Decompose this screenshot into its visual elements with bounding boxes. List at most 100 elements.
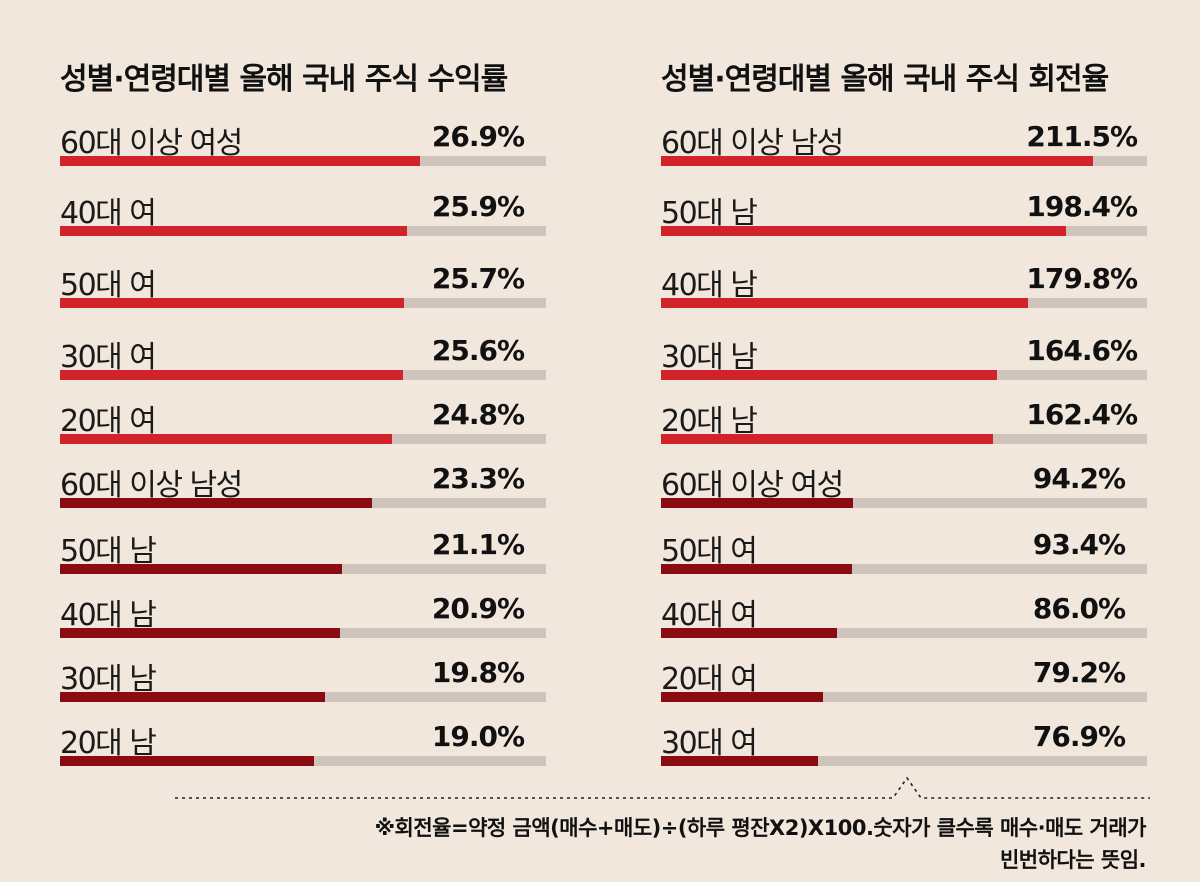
bar-label: 20대 여 — [60, 404, 157, 439]
bar-track — [661, 564, 1147, 574]
bar-row: 30대 여 25.6% — [60, 332, 546, 392]
bar — [661, 692, 823, 702]
bar-row: 20대 여 79.2% — [661, 654, 1147, 714]
bar-label: 60대 이상 여성 — [661, 468, 844, 503]
bar-row: 40대 여 25.9% — [60, 188, 546, 248]
bar — [661, 564, 852, 574]
bar-value-label: 25.9% — [431, 190, 525, 223]
returns-chart-title: 성별·연령대별 올해 국내 주식 수익률 — [60, 62, 508, 97]
bar-label: 40대 여 — [661, 598, 758, 633]
bar-track — [60, 370, 546, 380]
footnote-line-1: ※회전율=약정 금액(매수+매도)÷(하루 평잔X2)X100.숫자가 클수록 … — [374, 816, 1147, 840]
bar-track — [60, 156, 546, 166]
bar-label: 20대 남 — [60, 726, 157, 761]
footnote-line-2: 빈번하다는 뜻임. — [999, 848, 1147, 872]
bar-label: 50대 여 — [60, 268, 157, 303]
bar — [60, 564, 342, 574]
bar-row: 20대 남 162.4% — [661, 396, 1147, 456]
bar — [60, 226, 407, 236]
turnover-chart-title: 성별·연령대별 올해 국내 주식 회전율 — [661, 62, 1109, 97]
bar-value-label: 19.0% — [431, 720, 525, 753]
bar — [60, 498, 372, 508]
bar-value-label: 26.9% — [431, 120, 525, 153]
bar-value-label: 94.2% — [1032, 462, 1126, 495]
bar — [60, 434, 392, 444]
bar-value-label: 164.6% — [1026, 334, 1138, 367]
bar-row: 20대 여 24.8% — [60, 396, 546, 456]
bar-value-label: 23.3% — [431, 462, 525, 495]
bar — [661, 298, 1028, 308]
bar — [661, 226, 1066, 236]
bar — [661, 156, 1093, 166]
bar-label: 60대 이상 남성 — [661, 126, 844, 161]
bar — [661, 756, 818, 766]
bar-track — [661, 434, 1147, 444]
bar-track — [60, 498, 546, 508]
bar-track — [60, 226, 546, 236]
bar-label: 50대 여 — [661, 534, 758, 569]
bar — [60, 692, 325, 702]
bar-value-label: 76.9% — [1032, 720, 1126, 753]
bar-label: 60대 이상 여성 — [60, 126, 243, 161]
bar-row: 30대 여 76.9% — [661, 718, 1147, 778]
bar-track — [60, 564, 546, 574]
bar-track — [60, 298, 546, 308]
dotted-divider — [175, 776, 1150, 799]
bar-track — [60, 756, 546, 766]
bar-value-label: 24.8% — [431, 398, 525, 431]
bar-track — [661, 628, 1147, 638]
bar-label: 50대 남 — [60, 534, 157, 569]
bar-row: 30대 남 19.8% — [60, 654, 546, 714]
bar — [60, 370, 403, 380]
bar-row: 30대 남 164.6% — [661, 332, 1147, 392]
bar-value-label: 93.4% — [1032, 528, 1126, 561]
bar-label: 30대 남 — [661, 340, 758, 375]
bar-value-label: 198.4% — [1026, 190, 1138, 223]
bar-value-label: 79.2% — [1032, 656, 1126, 689]
bar-track — [661, 298, 1147, 308]
bar-row: 40대 여 86.0% — [661, 590, 1147, 650]
bar-value-label: 25.7% — [431, 262, 525, 295]
bar-value-label: 19.8% — [431, 656, 525, 689]
bar-label: 20대 여 — [661, 662, 758, 697]
bar-track — [661, 370, 1147, 380]
bar-row: 60대 이상 여성 26.9% — [60, 118, 546, 178]
bar-value-label: 25.6% — [431, 334, 525, 367]
bar-track — [661, 156, 1147, 166]
bar — [60, 156, 420, 166]
bar-row: 50대 남 21.1% — [60, 526, 546, 586]
bar-label: 40대 여 — [60, 196, 157, 231]
bar-row: 60대 이상 여성 94.2% — [661, 460, 1147, 520]
bar-row: 60대 이상 남성 23.3% — [60, 460, 546, 520]
bar — [60, 628, 340, 638]
bar-track — [661, 756, 1147, 766]
bar — [661, 498, 853, 508]
bar-label: 20대 남 — [661, 404, 758, 439]
footnote: ※회전율=약정 금액(매수+매도)÷(하루 평잔X2)X100.숫자가 클수록 … — [180, 812, 1147, 876]
bar-label: 30대 여 — [60, 340, 157, 375]
bar-row: 50대 여 93.4% — [661, 526, 1147, 586]
bar-label: 40대 남 — [60, 598, 157, 633]
bar-label: 60대 이상 남성 — [60, 468, 243, 503]
bar — [60, 756, 314, 766]
bar-label: 30대 여 — [661, 726, 758, 761]
bar-track — [661, 692, 1147, 702]
bar-value-label: 20.9% — [431, 592, 525, 625]
bar — [661, 628, 837, 638]
bar-row: 60대 이상 남성 211.5% — [661, 118, 1147, 178]
bar-track — [60, 434, 546, 444]
bar — [661, 370, 997, 380]
bar-label: 30대 남 — [60, 662, 157, 697]
bar — [661, 434, 993, 444]
bar-row: 50대 남 198.4% — [661, 188, 1147, 248]
bar-track — [661, 498, 1147, 508]
bar-track — [661, 226, 1147, 236]
bar-value-label: 21.1% — [431, 528, 525, 561]
bar-row: 20대 남 19.0% — [60, 718, 546, 778]
bar-track — [60, 692, 546, 702]
bar-track — [60, 628, 546, 638]
bar-row: 40대 남 20.9% — [60, 590, 546, 650]
bar-value-label: 86.0% — [1032, 592, 1126, 625]
bar-row: 40대 남 179.8% — [661, 260, 1147, 320]
bar-row: 50대 여 25.7% — [60, 260, 546, 320]
